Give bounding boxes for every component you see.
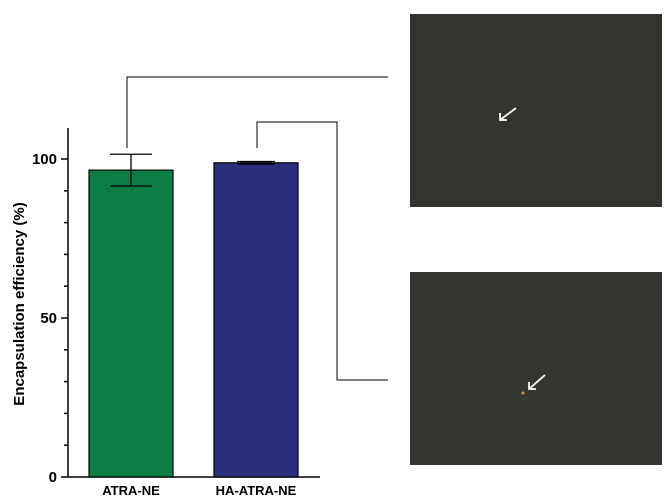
micrograph-ha-atra-ne [410,272,662,465]
micrograph-atra-ne [410,14,662,207]
y-axis-title: Encapsulation efficiency (%) [11,202,28,405]
micrograph-image [410,14,662,207]
bar-ha-atra-ne [213,162,299,478]
connector-line-atra-ne [126,76,388,148]
x-category-label: ATRA-NE [102,483,160,498]
y-axis-ticks: 0 50 100 [32,151,68,486]
micrograph-speckle [410,272,662,465]
bar-atra-ne [88,169,174,478]
micrograph-particle [521,391,525,395]
x-category-label: HA-ATRA-NE [216,483,297,498]
y-tick-label: 50 [40,310,57,327]
y-tick-label: 0 [49,469,57,486]
micrograph-image [410,272,662,465]
arrow-pointer-icon [528,374,546,390]
micrograph-speckle [410,14,662,207]
connector-line-ha-atra-ne [256,121,388,381]
y-tick-label: 100 [32,151,57,168]
arrow-pointer-icon [499,107,517,121]
bars: ATRA-NE HA-ATRA-NE [88,153,299,498]
